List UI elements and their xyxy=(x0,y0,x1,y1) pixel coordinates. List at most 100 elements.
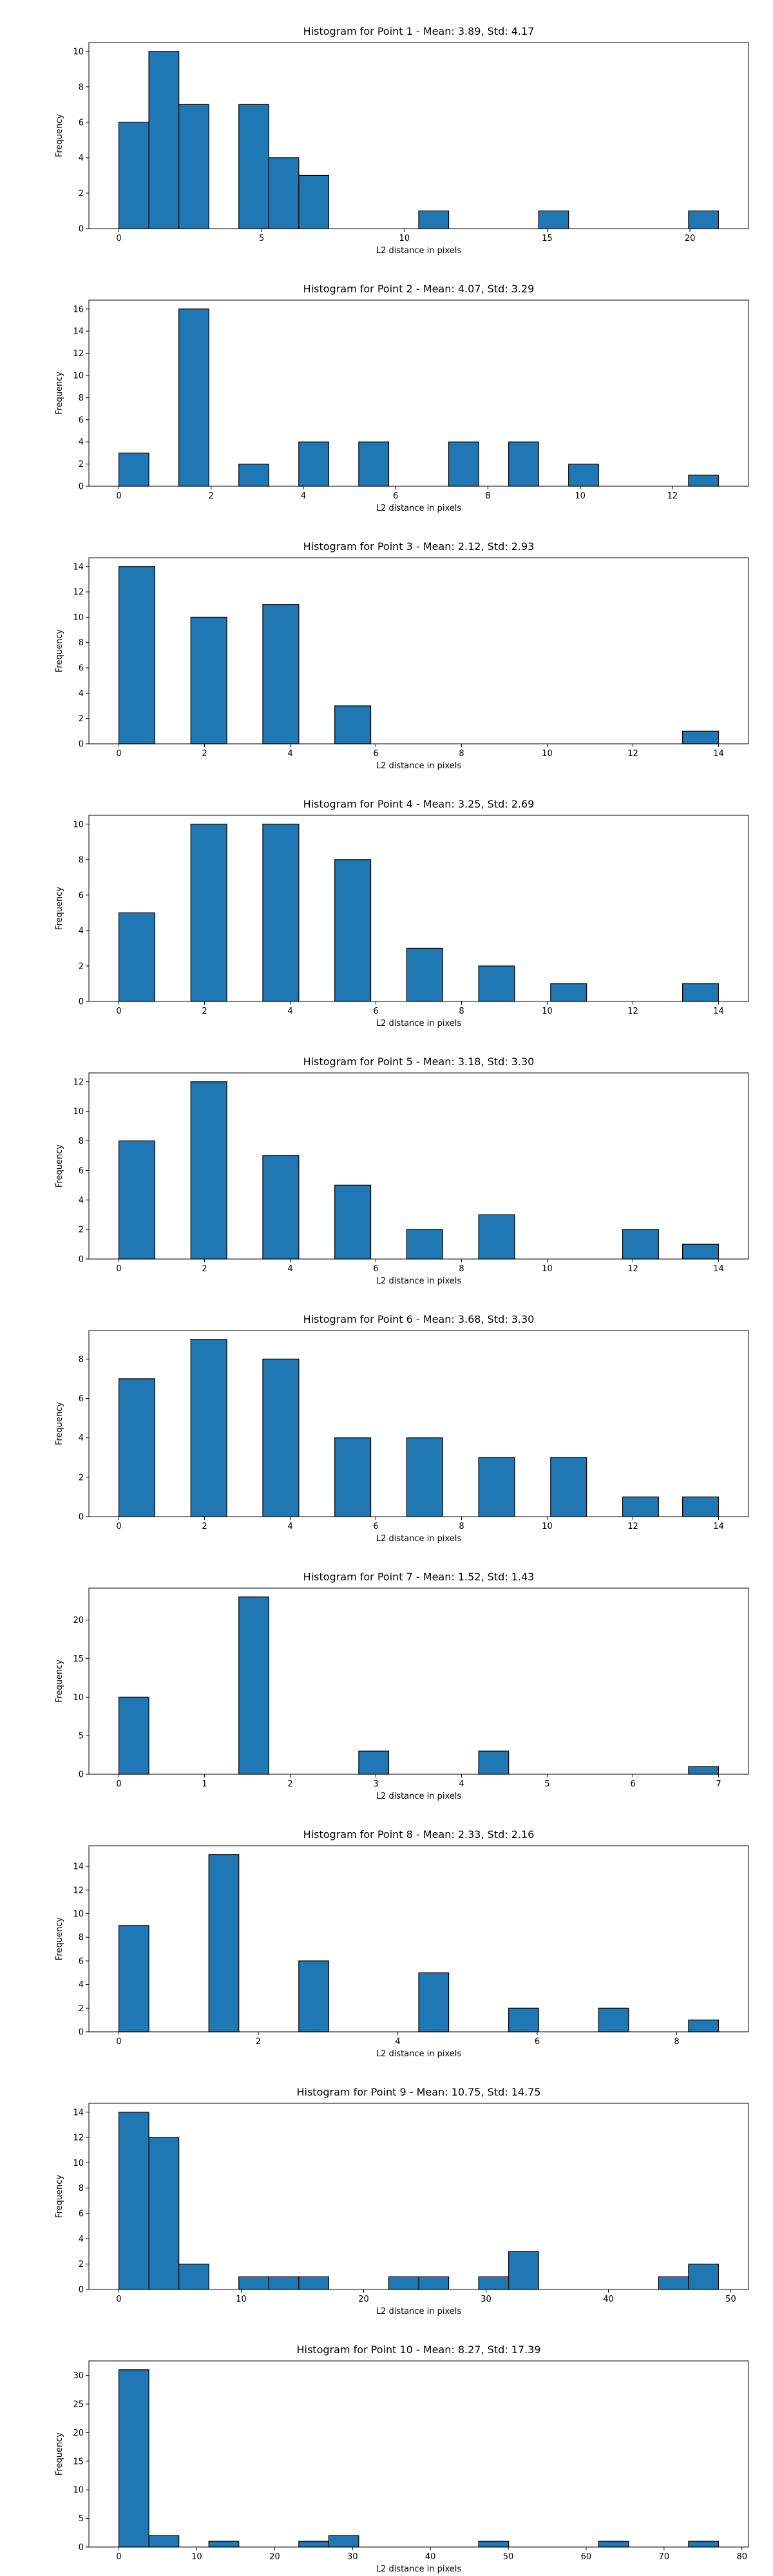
chart-title: Histogram for Point 7 - Mean: 1.52, Std:… xyxy=(303,1571,535,1583)
x-tick-label: 6 xyxy=(630,1779,635,1789)
histogram-bar xyxy=(268,157,300,229)
histogram-bar xyxy=(118,1696,149,1775)
y-tick-label: 2 xyxy=(79,714,84,724)
plot-frame xyxy=(88,557,749,744)
x-axis-label: L2 distance in pixels xyxy=(376,1534,462,1544)
x-tick-label: 30 xyxy=(481,2295,491,2304)
y-tick-label: 8 xyxy=(79,1355,84,1365)
x-tick-label: 0 xyxy=(116,749,121,759)
histogram-bar xyxy=(148,2137,180,2290)
y-tick-label: 6 xyxy=(79,1394,84,1404)
histogram-bar xyxy=(298,175,329,229)
x-axis-label: L2 distance in pixels xyxy=(376,246,462,256)
y-axis-label: Frequency xyxy=(55,1660,64,1703)
y-tick-label: 4 xyxy=(79,1196,84,1206)
histogram-bar xyxy=(118,2112,149,2290)
x-tick-label: 10 xyxy=(542,1007,553,1016)
x-tick-label: 4 xyxy=(301,491,306,501)
x-tick-label: 0 xyxy=(116,2295,121,2304)
y-tick-label: 6 xyxy=(79,415,84,425)
histogram-bar xyxy=(478,2276,510,2290)
histogram-bar xyxy=(598,2007,629,2032)
histogram-bar xyxy=(148,2535,180,2548)
x-tick-label: 30 xyxy=(347,2552,358,2562)
histogram-bar xyxy=(118,912,156,1002)
y-axis-label: Frequency xyxy=(55,629,64,672)
x-tick-label: 20 xyxy=(358,2295,369,2304)
plot-frame xyxy=(88,1845,749,2032)
x-axis-label: L2 distance in pixels xyxy=(376,1276,462,1286)
histogram-bar xyxy=(688,475,720,487)
y-tick-label: 4 xyxy=(79,1980,84,1990)
plot-frame xyxy=(88,1330,749,1517)
histogram-bar xyxy=(178,308,209,487)
y-axis-label: Frequency xyxy=(55,1402,64,1445)
histogram-bar xyxy=(418,2276,450,2290)
histogram-chart-8: Histogram for Point 8 - Mean: 2.33, Std:… xyxy=(55,1828,749,2059)
x-tick-label: 8 xyxy=(459,1007,464,1016)
x-tick-label: 5 xyxy=(544,1779,549,1789)
histogram-bar xyxy=(118,452,149,487)
y-tick-label: 10 xyxy=(73,2159,84,2168)
plot-frame xyxy=(88,2360,749,2548)
x-tick-label: 4 xyxy=(287,1522,292,1531)
x-axis-label: L2 distance in pixels xyxy=(376,1792,462,1801)
histogram-bar xyxy=(208,2541,240,2548)
y-tick-label: 8 xyxy=(79,1933,84,1943)
x-axis-label: L2 distance in pixels xyxy=(376,2049,462,2059)
x-tick-label: 0 xyxy=(116,2552,121,2562)
histogram-bar xyxy=(418,210,450,229)
y-tick-label: 2 xyxy=(79,1226,84,1235)
plot-frame xyxy=(88,815,749,1002)
histogram-chart-5: Histogram for Point 5 - Mean: 3.18, Std:… xyxy=(55,1056,749,1286)
histogram-bar xyxy=(658,2276,689,2290)
histogram-bar xyxy=(118,122,149,229)
histogram-bar xyxy=(508,441,539,487)
y-tick-label: 10 xyxy=(73,47,84,57)
x-tick-label: 40 xyxy=(425,2552,436,2562)
y-tick-label: 20 xyxy=(73,2429,84,2438)
x-tick-label: 8 xyxy=(459,1522,464,1531)
y-tick-label: 0 xyxy=(79,2028,84,2038)
y-tick-label: 16 xyxy=(73,305,84,314)
x-tick-label: 4 xyxy=(287,1007,292,1016)
histogram-bar xyxy=(478,1214,515,1260)
x-tick-label: 14 xyxy=(713,1007,724,1016)
x-tick-label: 80 xyxy=(736,2552,747,2562)
x-tick-label: 6 xyxy=(393,491,398,501)
x-tick-label: 10 xyxy=(236,2295,247,2304)
x-tick-label: 12 xyxy=(667,491,678,501)
y-tick-label: 8 xyxy=(79,1137,84,1146)
y-tick-label: 6 xyxy=(79,2210,84,2219)
histogram-bar xyxy=(208,1854,240,2032)
y-tick-label: 4 xyxy=(79,1434,84,1443)
y-tick-label: 4 xyxy=(79,2235,84,2244)
y-tick-label: 10 xyxy=(73,1909,84,1919)
x-tick-label: 10 xyxy=(542,1522,553,1531)
histogram-bar xyxy=(478,1750,510,1775)
y-tick-label: 25 xyxy=(73,2400,84,2410)
x-tick-label: 6 xyxy=(373,749,378,759)
x-tick-label: 8 xyxy=(485,491,490,501)
x-tick-label: 10 xyxy=(191,2552,202,2562)
x-tick-label: 2 xyxy=(202,1007,207,1016)
y-axis-label: Frequency xyxy=(55,372,64,415)
histogram-bar xyxy=(448,441,479,487)
x-tick-label: 12 xyxy=(627,1522,638,1531)
x-tick-label: 2 xyxy=(202,749,207,759)
y-tick-label: 10 xyxy=(73,2486,84,2496)
x-tick-label: 2 xyxy=(209,491,214,501)
x-tick-label: 50 xyxy=(503,2552,514,2562)
plot-frame xyxy=(88,42,749,229)
x-tick-label: 40 xyxy=(603,2295,614,2304)
x-tick-label: 1 xyxy=(202,1779,207,1789)
histogram-bar xyxy=(148,51,180,229)
histogram-bar xyxy=(334,1437,372,1517)
x-tick-label: 2 xyxy=(256,2037,261,2047)
y-tick-label: 12 xyxy=(73,349,84,359)
histogram-bar xyxy=(688,1766,720,1775)
histogram-bar xyxy=(334,859,372,1002)
y-tick-label: 2 xyxy=(79,189,84,198)
x-tick-label: 20 xyxy=(269,2552,280,2562)
y-tick-label: 4 xyxy=(79,689,84,699)
